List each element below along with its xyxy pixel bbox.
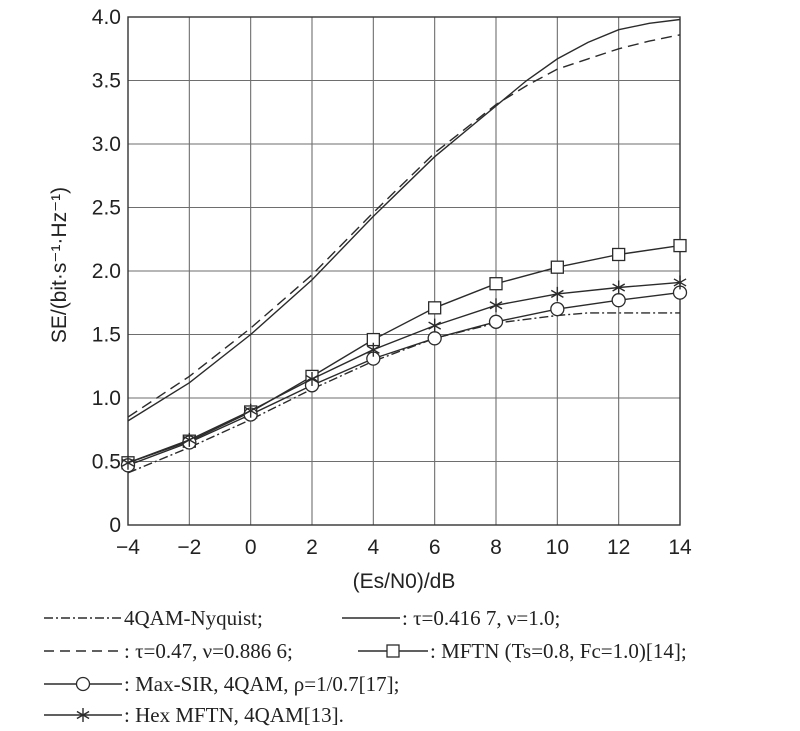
data-point-hex <box>121 455 135 470</box>
star-stroke <box>121 458 135 467</box>
x-tick-label: 6 <box>429 536 441 559</box>
x-tick-labels: −4 −2 0 2 4 6 8 10 12 14 <box>116 536 692 559</box>
y-tick-labels: 0 0.5 1.0 1.5 2.0 2.5 3.0 3.5 4.0 <box>92 6 121 537</box>
y-axis-title: SE/(bit·s⁻¹·Hz⁻¹) <box>48 187 71 343</box>
star-stroke <box>305 374 319 384</box>
x-tick-label: 14 <box>668 536 692 559</box>
y-tick-label: 3.5 <box>92 70 121 93</box>
series-line-maxsir <box>127 291 681 466</box>
x-tick-label: 0 <box>245 536 257 559</box>
data-point-mftn <box>550 260 564 274</box>
series-line-mftn <box>127 244 681 464</box>
y-tick-label: 3.0 <box>92 133 121 156</box>
data-point-maxsir <box>611 293 626 308</box>
legend-label-maxsir: : Max-SIR, 4QAM, ρ=1/0.7[17]; <box>124 672 399 696</box>
data-point-hex <box>489 298 503 313</box>
legend-marker-circle <box>75 676 91 692</box>
grid <box>128 17 680 525</box>
data-point-maxsir <box>427 331 442 346</box>
data-point-hex <box>366 342 380 357</box>
star-stroke <box>550 289 564 298</box>
data-point-mftn <box>489 277 503 291</box>
series-line-tau4167 <box>127 18 681 422</box>
star-stroke <box>428 321 442 330</box>
data-point-mftn <box>612 247 626 262</box>
series-line-hex <box>127 281 681 464</box>
series-hex <box>121 275 687 470</box>
y-tick-label: 2.0 <box>92 260 121 283</box>
series-layer <box>120 18 688 474</box>
y-tick-label: 1.0 <box>92 387 121 410</box>
star-stroke <box>673 278 687 287</box>
legend-label-hex: : Hex MFTN, 4QAM[13]. <box>124 703 344 727</box>
series-line-tau47 <box>127 34 681 418</box>
x-tick-label: 4 <box>367 536 379 559</box>
data-point-maxsir <box>488 314 504 329</box>
legend-item-maxsir: : Max-SIR, 4QAM, ρ=1/0.7[17]; <box>44 672 399 696</box>
star-stroke <box>182 435 196 445</box>
series-tau4167 <box>127 18 681 422</box>
legend-label-tau4167: : τ=0.416 7, ν=1.0; <box>402 606 560 630</box>
data-point-hex <box>673 275 687 290</box>
x-tick-label: −4 <box>116 536 140 559</box>
star-stroke <box>489 301 503 310</box>
star-stroke <box>244 406 258 415</box>
data-point-hex <box>305 371 319 386</box>
data-point-hex <box>550 286 564 301</box>
legend-marker-square <box>386 644 400 658</box>
y-tick-label: 4.0 <box>92 6 121 29</box>
data-point-mftn <box>428 301 442 315</box>
legend-item-hex: : Hex MFTN, 4QAM[13]. <box>44 703 344 727</box>
data-point-hex <box>428 318 442 333</box>
data-point-hex <box>612 280 626 295</box>
y-tick-label: 1.5 <box>92 324 121 347</box>
legend-item-tau4167: : τ=0.416 7, ν=1.0; <box>342 606 560 630</box>
x-tick-label: 10 <box>546 536 569 559</box>
star-stroke <box>612 283 626 292</box>
legend-item-mftn: : MFTN (Ts=0.8, Fc=1.0)[14]; <box>358 639 687 663</box>
y-tick-label: 2.5 <box>92 197 121 220</box>
star-glyph <box>76 708 90 722</box>
series-maxsir <box>120 285 688 473</box>
x-tick-label: 12 <box>607 536 630 559</box>
star-stroke <box>76 710 90 720</box>
y-tick-label: 0 <box>109 514 121 537</box>
series-tau47 <box>127 34 681 418</box>
x-axis-title: (Es/N0)/dB <box>353 570 456 593</box>
legend-label-tau47: : τ=0.47, ν=0.886 6; <box>124 639 293 663</box>
x-tick-label: −2 <box>177 536 201 559</box>
legend-marker-star <box>76 708 90 722</box>
legend-label-mftn: : MFTN (Ts=0.8, Fc=1.0)[14]; <box>430 639 687 663</box>
legend-item-nyquist: 4QAM-Nyquist; <box>44 606 263 630</box>
x-tick-label: 8 <box>490 536 502 559</box>
x-tick-label: 2 <box>306 536 318 559</box>
plot-frame <box>127 16 681 526</box>
data-point-hex <box>182 432 196 447</box>
legend-label-nyquist: 4QAM-Nyquist; <box>124 606 263 630</box>
y-tick-label: 0.5 <box>92 451 121 474</box>
legend: 4QAM-Nyquist; : τ=0.416 7, ν=1.0; : τ=0.… <box>44 606 687 727</box>
data-point-maxsir <box>550 301 565 317</box>
star-stroke <box>366 345 380 354</box>
data-point-mftn <box>673 238 687 253</box>
legend-item-tau47: : τ=0.47, ν=0.886 6; <box>44 639 293 663</box>
data-point-hex <box>244 403 258 418</box>
